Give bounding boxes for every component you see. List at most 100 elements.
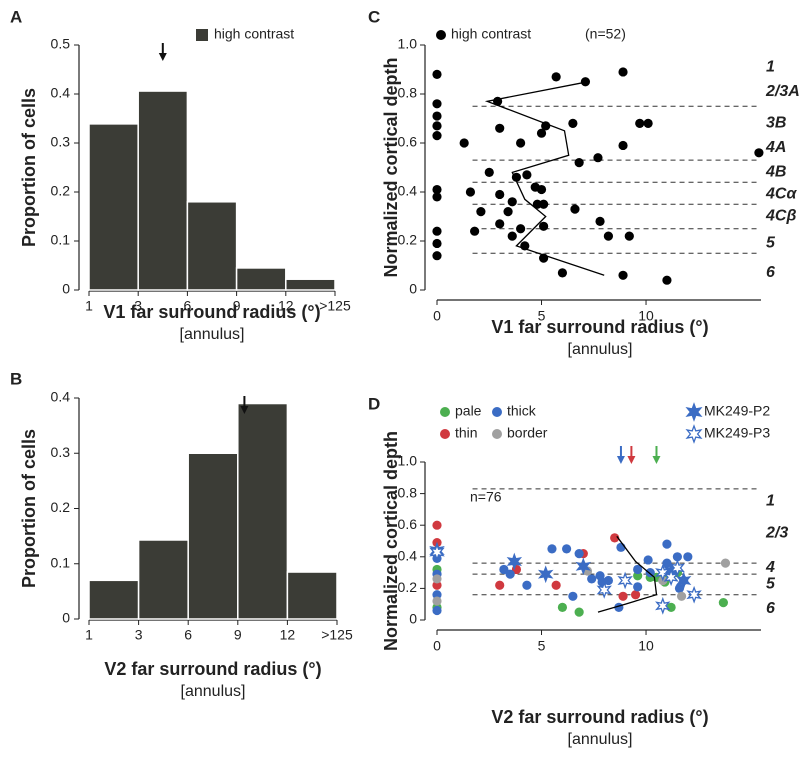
data-point <box>616 542 626 552</box>
y-tick-label: 1.0 <box>398 453 418 469</box>
legend-marker <box>440 429 450 439</box>
x-tick-label: 6 <box>184 627 192 643</box>
data-point <box>432 121 442 131</box>
legend-marker <box>440 407 450 417</box>
data-point <box>522 580 532 590</box>
data-point <box>574 158 584 168</box>
y-tick-label: 0.6 <box>398 134 418 150</box>
legend-label: border <box>507 425 548 441</box>
data-point <box>720 558 731 568</box>
x-axis-title: V2 far surround radius (°) <box>104 659 321 679</box>
bar <box>187 452 239 620</box>
data-point <box>635 118 645 128</box>
y-tick-label: 0.3 <box>51 134 71 150</box>
data-point <box>432 111 442 121</box>
layer-label: 2/3 <box>765 524 788 541</box>
bar <box>186 201 238 291</box>
legend-marker <box>492 429 502 439</box>
data-point <box>655 563 671 582</box>
annotation: (n=52) <box>585 26 626 42</box>
data-point <box>432 580 442 590</box>
data-point <box>522 170 532 180</box>
data-point <box>562 544 572 554</box>
y-tick-label: 0 <box>409 611 417 627</box>
arrow-head <box>240 406 249 414</box>
x-tick-label: >125 <box>321 627 353 643</box>
data-point <box>432 131 442 141</box>
data-point <box>633 582 643 592</box>
data-point <box>547 544 557 554</box>
data-point <box>432 192 442 202</box>
marker-arrow <box>158 43 167 61</box>
data-point <box>718 598 728 608</box>
legend-label: high contrast <box>451 26 531 42</box>
x-tick-label: 9 <box>234 627 242 643</box>
y-tick-label: 0.4 <box>398 183 418 199</box>
bar <box>235 267 287 291</box>
data-point <box>568 118 578 128</box>
data-point <box>676 591 687 601</box>
data-point <box>432 605 442 616</box>
x-axis-note: [annulus] <box>180 326 245 343</box>
data-point <box>557 602 568 612</box>
data-point <box>662 558 672 568</box>
y-axis-title: Proportion of cells <box>19 88 39 247</box>
layer-label: 4 <box>765 559 775 576</box>
data-point <box>506 552 523 571</box>
y-tick-label: 0.2 <box>398 579 418 595</box>
data-point <box>655 596 671 615</box>
profile-line <box>484 81 605 276</box>
legend-label: thick <box>507 403 537 419</box>
x-tick-label: 10 <box>638 638 654 654</box>
layer-label: 1 <box>766 58 775 75</box>
marker-arrow <box>616 446 625 464</box>
data-point <box>432 520 442 530</box>
data-point <box>624 231 634 241</box>
data-point <box>669 559 686 577</box>
legend-label: high contrast <box>214 26 294 42</box>
x-tick-label: 5 <box>538 308 546 324</box>
data-point <box>499 564 509 575</box>
x-tick-label: >125 <box>319 298 351 314</box>
data-point <box>595 216 605 226</box>
data-point <box>539 221 549 231</box>
data-point <box>459 138 469 148</box>
data-point <box>432 596 442 606</box>
data-point <box>507 231 517 241</box>
data-point <box>432 238 442 249</box>
data-point <box>618 270 628 280</box>
marker-arrow <box>652 446 661 464</box>
data-point <box>465 187 476 197</box>
data-point <box>557 268 568 278</box>
layer-label: 4Cβ <box>765 208 796 225</box>
data-point <box>432 69 442 79</box>
arrow-head <box>158 53 167 61</box>
data-point <box>618 591 628 601</box>
data-point <box>570 204 580 214</box>
data-point <box>537 565 554 584</box>
bar <box>88 579 140 620</box>
arrow-head <box>627 456 636 464</box>
data-point <box>495 189 505 200</box>
data-point <box>643 118 653 128</box>
legend-marker <box>436 30 446 40</box>
panel-label: C <box>368 7 380 26</box>
profile-line <box>597 535 658 613</box>
data-point <box>603 231 614 241</box>
y-axis-title: Normalized cortical depth <box>381 57 401 277</box>
x-tick-label: 3 <box>134 298 142 314</box>
data-point <box>432 590 442 600</box>
data-point <box>516 224 526 234</box>
data-point <box>574 549 584 559</box>
data-point <box>672 552 682 562</box>
x-tick-label: 3 <box>135 627 143 643</box>
layer-label: 4Cα <box>765 186 797 203</box>
data-point <box>476 207 486 217</box>
layer-label: 4B <box>765 164 786 181</box>
y-tick-label: 1.0 <box>398 36 418 52</box>
data-point <box>541 121 551 131</box>
x-axis-title: V2 far surround radius (°) <box>491 707 708 727</box>
legend-label: thin <box>455 425 478 441</box>
